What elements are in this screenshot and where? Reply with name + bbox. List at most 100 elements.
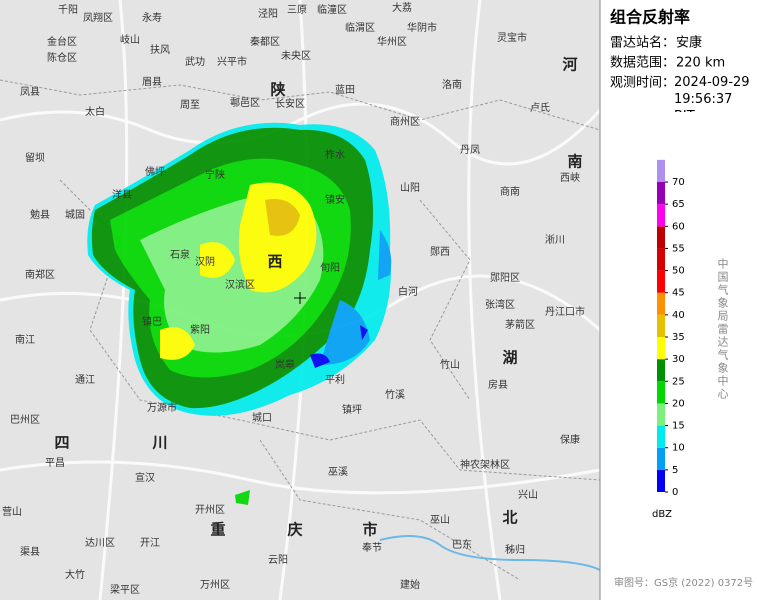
place-label: 华阴市	[407, 21, 437, 34]
info-label: 数据范围：	[610, 56, 675, 71]
region-label: 南	[567, 153, 582, 171]
radar-echo	[87, 122, 392, 505]
info-value: 2024-09-29 19:56:37 BJT	[674, 75, 750, 112]
info-value-wrap: 2024-09-29 19:56:37 BJT	[674, 75, 750, 112]
place-label: 巴州区	[10, 414, 40, 426]
place-label: 佛坪	[145, 165, 165, 178]
region-label: 北	[502, 509, 517, 527]
colorbar-tick-label: 60	[672, 221, 685, 232]
colorbar-swatch	[657, 337, 665, 360]
region-label: 重	[210, 521, 225, 539]
place-label: 奉节	[362, 541, 382, 554]
place-label: 茅箭区	[505, 318, 535, 331]
place-label: 武功	[185, 55, 205, 68]
colorbar: 0 5 10 15 20 25 30 35 40 45 50 55 60 65 70	[657, 159, 685, 498]
panel-bg	[600, 0, 757, 600]
place-label: 营山	[2, 505, 22, 518]
place-label: 商州区	[390, 115, 420, 128]
colorbar-swatch	[657, 359, 665, 382]
colorbar-tick-label: 40	[672, 310, 685, 321]
colorbar-tick-label: 10	[672, 443, 685, 454]
footer: 审图号：GS京 (2022) 0372号	[614, 576, 753, 589]
region-label: 湖	[502, 349, 517, 367]
river	[379, 535, 601, 571]
place-label: 千阳	[58, 4, 78, 16]
place-label: 洛南	[442, 78, 462, 91]
colorbar-swatch	[657, 204, 665, 227]
colorbar-unit: dBZ	[652, 509, 672, 520]
place-label: 勉县	[30, 208, 50, 221]
place-label: 汉阴	[195, 256, 215, 268]
colorbar-tick-label: 35	[672, 332, 685, 343]
place-label: 万州区	[200, 579, 230, 591]
map-labels: 陕西四 川重 庆 市 湖北 南 河 千阳凤翔区 永寿 泾阳 三原 临潼区 大荔金台区陈仓区 岐山扶风武功兴…	[2, 1, 585, 596]
colorbar-tick-label: 25	[672, 376, 685, 387]
region-label: 庆	[287, 521, 302, 539]
place-label: 城口	[252, 412, 272, 424]
place-label: 周至	[180, 99, 200, 111]
place-label: 太白	[85, 105, 105, 118]
place-label: 巫溪	[328, 466, 348, 478]
colorbar-tick-label: 30	[672, 354, 685, 365]
place-label: 凤县	[20, 86, 40, 98]
place-label: 兴平市	[217, 55, 247, 68]
place-label: 巫山	[430, 514, 450, 526]
place-label: 金台区	[47, 35, 77, 48]
place-label: 镇坪	[342, 403, 362, 416]
place-label: 通江	[75, 374, 95, 386]
place-label: 白河	[398, 285, 418, 298]
region-label: 市	[362, 521, 377, 539]
place-label: 泾阳	[258, 7, 278, 20]
place-label: 鄠邑区	[230, 97, 260, 109]
place-label: 留坝	[25, 151, 45, 164]
colorbar-swatch	[657, 381, 665, 404]
place-label: 卢氏	[530, 101, 550, 114]
place-label: 汉滨区	[225, 278, 255, 291]
place-label: 三原	[287, 4, 307, 16]
place-label: 淅川	[545, 234, 565, 246]
borders	[0, 79, 601, 581]
place-label: 岚皋	[275, 358, 295, 371]
place-label: 柞水	[325, 148, 345, 161]
colorbar-tick-label: 0	[672, 487, 678, 498]
colorbar-tick-label: 70	[672, 177, 685, 188]
colorbar-tick-label: 50	[672, 266, 685, 277]
place-label: 丹江口市	[545, 305, 585, 318]
region-label: 河	[562, 56, 577, 74]
place-label: 平昌	[45, 457, 65, 469]
place-label: 临潼区	[317, 3, 347, 16]
place-label: 陈仓区	[47, 51, 77, 64]
place-label: 山阳	[400, 182, 420, 194]
place-label: 城固	[65, 209, 85, 221]
region-label: 川	[151, 434, 167, 452]
info-value: 安康	[676, 35, 702, 51]
place-label: 神农架林区	[460, 458, 510, 471]
place-label: 镇安	[325, 193, 345, 206]
info-panel: 组合反射率 雷达站名： 安康 数据范围： 220 km 观测时间： 2024-0…	[599, 0, 757, 600]
place-label: 梁平区	[110, 583, 140, 596]
place-label: 大竹	[65, 568, 85, 581]
place-label: 扶风	[150, 43, 170, 56]
place-label: 洋县	[112, 188, 132, 201]
place-label: 保康	[560, 433, 580, 446]
colorbar-swatch	[657, 314, 665, 337]
place-label: 房县	[488, 378, 508, 391]
colorbar-tick-label: 45	[672, 288, 685, 299]
place-label: 镇巴	[142, 315, 162, 328]
place-label: 长安区	[275, 97, 305, 110]
place-label: 石泉	[170, 248, 190, 261]
colorbar-swatch	[657, 292, 665, 315]
info-value: 220 km	[676, 56, 725, 71]
colorbar-tick-label: 20	[672, 398, 685, 409]
place-label: 灵宝市	[497, 31, 527, 44]
place-label: 建始	[400, 578, 420, 591]
place-label: 平利	[325, 374, 345, 386]
colorbar-swatch	[657, 425, 665, 448]
place-label: 紫阳	[190, 324, 210, 336]
place-label: 未央区	[281, 49, 311, 62]
place-label: 秦都区	[250, 35, 280, 48]
place-label: 宣汉	[135, 471, 155, 484]
place-label: 达川区	[85, 537, 115, 549]
place-label: 凤翔区	[83, 11, 113, 24]
place-label: 临渭区	[345, 21, 375, 34]
